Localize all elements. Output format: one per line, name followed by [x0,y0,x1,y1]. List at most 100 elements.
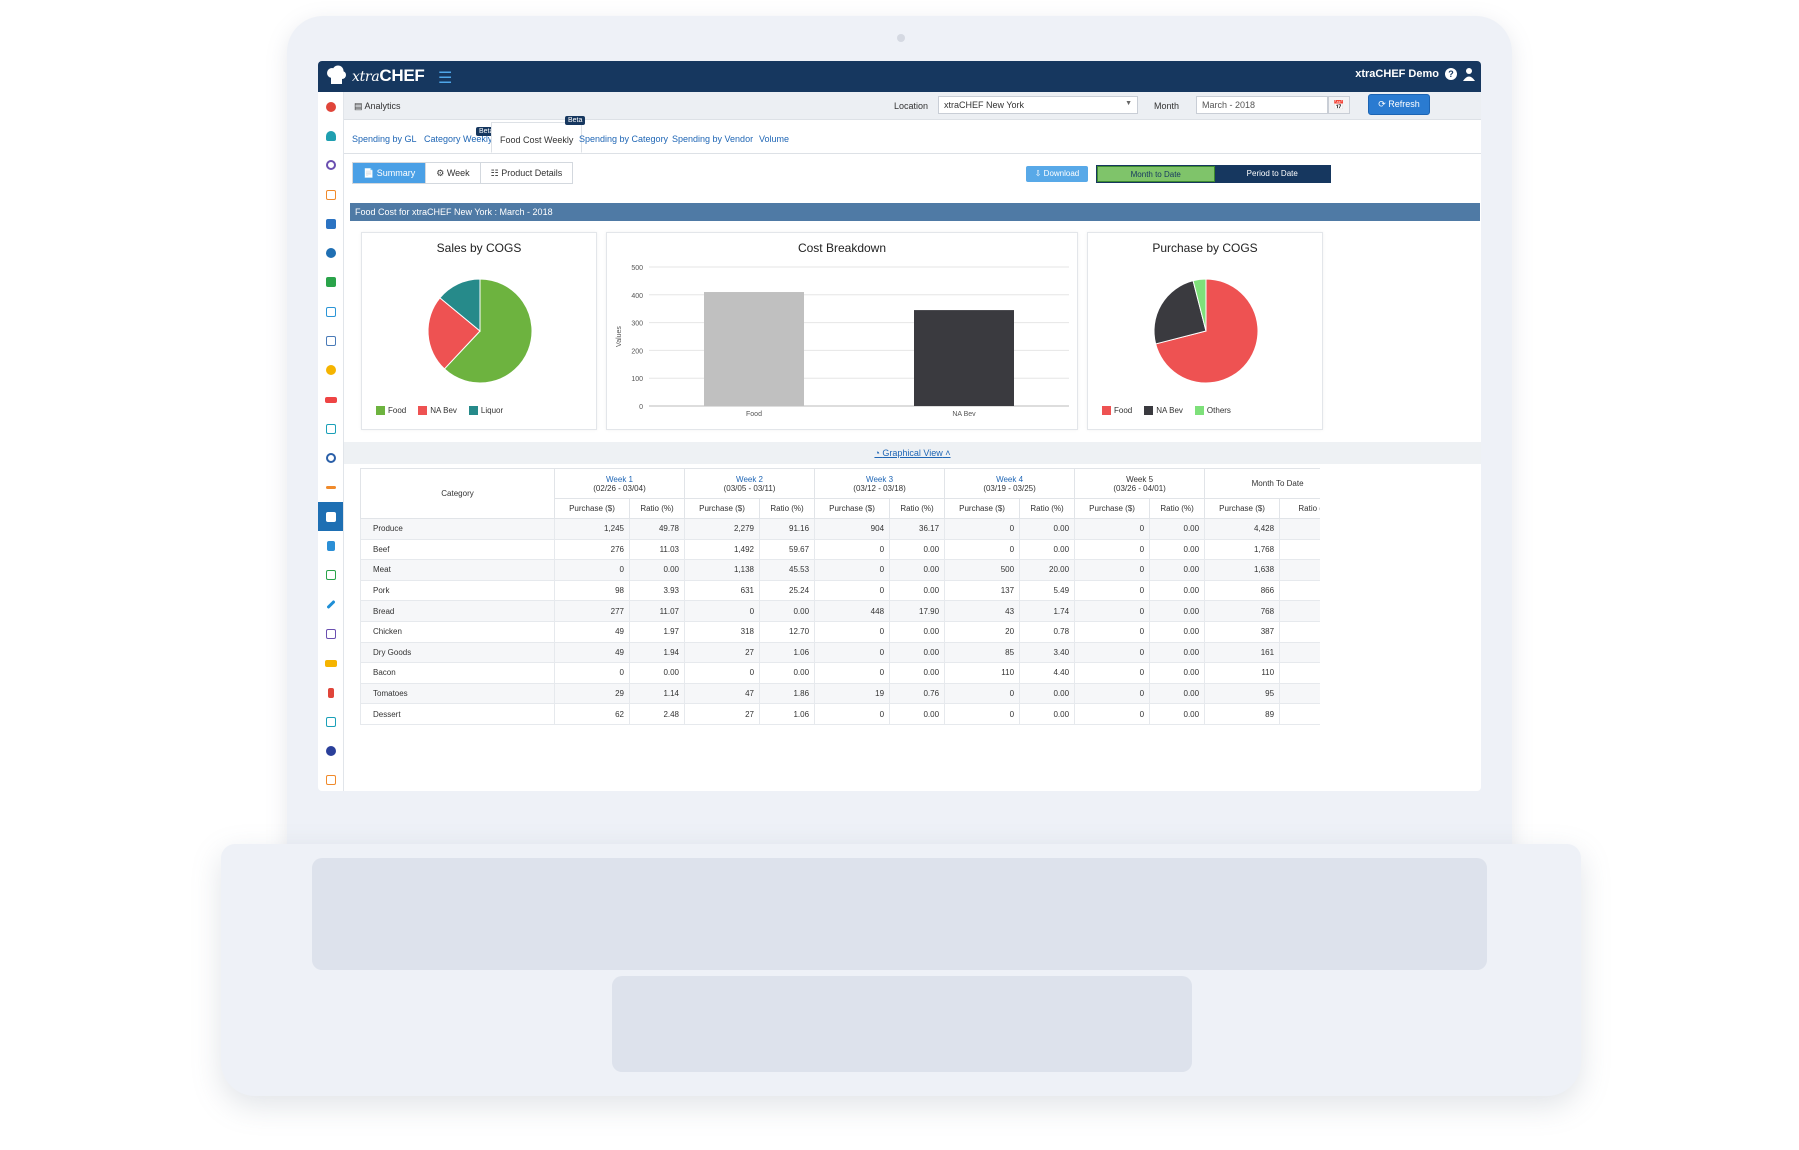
week-4-header[interactable]: Week 4 (03/19 - 03/25) [944,468,1076,499]
sidebar-chart-icon[interactable] [318,531,343,560]
sidebar-grid-icon[interactable] [318,385,343,414]
ratio-cell: 0.00 [1019,538,1076,561]
table-body: Produce 1,245 49.78 2,279 91.16 904 36.17 0 0.00… [360,518,1320,725]
x-tick-label: Food [746,411,762,418]
sidebar-settings-icon[interactable] [318,238,343,267]
sidebar-target-icon[interactable] [318,151,343,180]
legend-swatch [468,406,478,415]
category-cell: Dry Goods [360,641,555,664]
legend-item: Food [1102,406,1132,415]
beta-badge: Beta [475,127,497,136]
week-name: Week 4 [996,474,1024,484]
sidebar-doc-icon[interactable] [318,766,343,791]
sidebar-monitor-icon[interactable] [318,707,343,736]
bar-na-bev[interactable] [914,310,1014,406]
tab-spending-by-gl[interactable]: Spending by GL [352,134,417,144]
pie-slice-food[interactable] [443,278,533,384]
breadcrumb-label: Analytics [364,101,401,111]
sidebar-card-icon[interactable] [318,649,343,678]
ratio-cell: 4.40 [1279,662,1320,684]
pie-slice-na-bev[interactable] [427,297,481,370]
week-1-header[interactable]: Week 1 (02/26 - 03/04) [553,468,686,499]
purchase-cell: 0 [814,559,891,581]
menu-toggle-icon[interactable]: ☰ [438,70,453,87]
sidebar-users-icon[interactable] [318,121,343,150]
sidebar-documents-icon[interactable] [318,209,343,238]
calendar-icon[interactable]: 📅 [1328,96,1350,114]
sidebar-file-icon[interactable] [318,619,343,648]
sidebar-report-icon[interactable] [318,561,343,590]
sidebar-pie-icon[interactable] [318,737,343,766]
graphical-view-toggle[interactable]: ◔ Graphical View ˄ [344,442,1481,464]
purchase-cell: 0 [554,662,630,684]
sidebar-wrench-icon[interactable] [318,590,343,619]
user-name[interactable]: xtraCHEF Demo [1355,68,1439,80]
bar-food[interactable] [704,292,804,406]
refresh-button[interactable]: ⟳ Refresh [1368,94,1430,115]
tab-volume[interactable]: Volume [759,134,789,144]
x-tick-label: NA Bev [952,411,976,418]
category-cell: Bread [360,600,555,622]
legend-item: NA Bev [418,406,457,415]
sidebar-search-icon[interactable] [318,444,343,473]
ratio-cell: 59.67 [759,538,816,561]
help-icon[interactable]: ? [1445,68,1457,80]
tab-label: Volume [759,134,790,144]
ratio-cell: 3.77 [1279,682,1320,705]
download-pdf-button[interactable]: ⇩ Download PDF [1026,166,1088,194]
purchase-header: Purchase ($) [944,498,1021,519]
pie-slice-others[interactable] [1192,278,1207,332]
sidebar-checklist-icon[interactable] [318,414,343,443]
subtab-week[interactable]: ⚙ Week [426,163,481,183]
category-cell: Tomatoes [360,682,555,705]
sidebar-money-icon[interactable] [318,268,343,297]
subtab-summary[interactable]: 📄 Summary [353,163,427,183]
sidebar-scale-icon[interactable] [318,473,343,502]
ratio-header: Ratio (%) [889,498,946,519]
user-profile-icon[interactable] [1463,67,1475,81]
period-to-date-toggle[interactable]: Period to Date [1214,166,1330,182]
legend-label: Liquor [480,406,504,415]
subtab-product-details[interactable]: ☷ Product Details [490,168,563,178]
location-select[interactable]: xtraCHEF New York ▼ [938,96,1138,114]
month-input[interactable]: March - 2018 [1196,96,1328,114]
ratio-cell: 0.00 [1149,682,1206,705]
sidebar-dashboard-icon[interactable] [318,92,343,121]
week-3-header[interactable]: Week 3 (03/12 - 03/18) [814,468,946,499]
tab-spending-by-vendor[interactable]: Spending by Vendor [672,134,753,144]
ratio-cell: 20.00 [1019,559,1076,581]
purchase-cell: 448 [814,600,891,622]
sidebar-utensils-icon[interactable] [318,678,343,707]
month-to-date-toggle[interactable]: Month to Date [1097,166,1215,182]
ratio-cell: 5.49 [1019,579,1076,602]
ratio-cell: 1.06 [759,703,816,725]
sidebar-calendar-icon[interactable] [318,297,343,326]
brand-logo[interactable]: xtraCHEF [324,65,425,87]
table-row: Produce 1,245 49.78 2,279 91.16 904 36.17 0 0.00… [360,518,1320,540]
view-subtabs: 📄 Summary ⚙ Week ☷ Product Details [352,162,574,184]
purchase-cell: 49 [554,641,630,664]
week-2-header[interactable]: Week 2 (03/05 - 03/11) [684,468,816,499]
sidebar-coin-icon[interactable] [318,356,343,385]
ratio-cell: 65.53 [1279,559,1320,581]
ratio-cell: 70.70 [1279,538,1320,561]
section-title: Food Cost for xtraCHEF New York : March … [350,203,1480,221]
subtab-label: Week [446,168,470,178]
pie-slice-liquor[interactable] [439,278,481,333]
ratio-cell: 0.00 [1019,703,1076,725]
ratio-cell: 1.14 [628,682,686,705]
pie-slice-food[interactable] [1155,278,1259,384]
sidebar-analytics-icon[interactable] [318,502,343,532]
ratio-cell: 0.00 [628,662,686,684]
ratio-cell: 1.97 [628,620,686,643]
chef-hat-icon [327,65,346,84]
category-cell: Dessert [360,703,555,725]
sidebar-invoice-icon[interactable] [318,180,343,209]
download-pdf-label: Download PDF [1043,169,1080,194]
pie-slice-na-bev[interactable] [1153,280,1207,345]
tab-category-weekly[interactable]: Category Weekly Beta [424,127,497,144]
tab-food-cost-weekly[interactable]: Food Cost Weekly Beta [491,116,586,153]
sidebar-map-icon[interactable] [318,326,343,355]
y-tick-label: 300 [631,321,643,328]
tab-spending-by-category[interactable]: Spending by Category [579,134,668,144]
